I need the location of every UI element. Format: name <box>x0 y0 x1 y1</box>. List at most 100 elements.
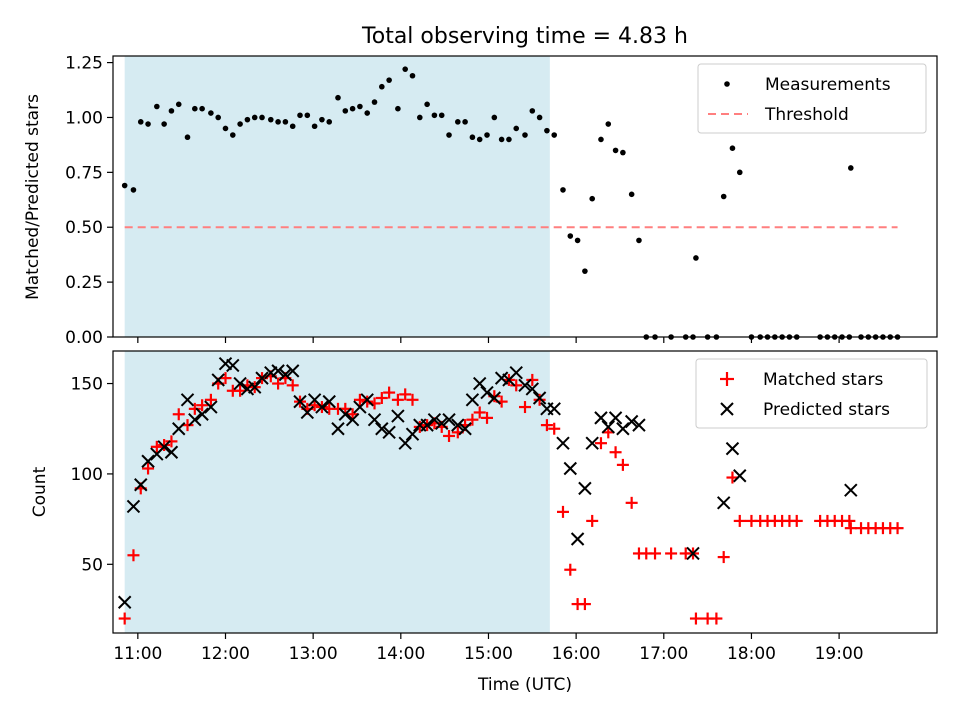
predicted-point <box>157 440 171 454</box>
measurement-point <box>574 237 581 244</box>
y-tick-label: 150 <box>71 375 103 395</box>
predicted-point <box>594 411 608 425</box>
measurement-point <box>230 132 236 138</box>
y-tick-label: 50 <box>81 555 103 575</box>
measurement-point <box>409 72 416 79</box>
predicted-point <box>188 412 202 427</box>
predicted-point <box>509 365 523 380</box>
measurement-point <box>349 105 356 112</box>
matched-point <box>481 411 494 424</box>
predicted-point <box>226 358 240 373</box>
legend-matched-label: Matched stars <box>763 370 883 390</box>
measurement-point <box>551 132 558 138</box>
matched-point <box>556 505 569 518</box>
measurement-point <box>628 191 635 198</box>
matched-point <box>844 522 857 535</box>
x-tick-label: 13:00 <box>289 644 338 664</box>
matched-point <box>466 413 479 426</box>
matched-point <box>383 386 396 399</box>
measurement-point <box>161 121 167 127</box>
predicted-point <box>293 394 307 409</box>
predicted-point <box>616 422 630 436</box>
legend-threshold-label: Threshold <box>764 105 849 125</box>
x-tick-label: 19:00 <box>815 644 864 664</box>
measurement-point <box>582 268 588 274</box>
bottom-marks <box>117 356 904 625</box>
measurement-point <box>326 119 333 125</box>
matched-point <box>219 372 232 385</box>
predicted-point <box>563 461 577 476</box>
measurement-point <box>371 99 378 105</box>
measurement-point <box>395 105 401 112</box>
matched-point <box>234 384 247 397</box>
matched-point <box>586 514 599 527</box>
matched-point <box>346 408 359 421</box>
measurement-point <box>297 112 303 119</box>
measurement-point <box>720 193 727 200</box>
matched-point <box>165 435 178 448</box>
y-tick-label: 0.25 <box>65 273 103 293</box>
matched-point <box>733 514 746 527</box>
x-tick-label: 18:00 <box>727 644 776 664</box>
matched-point <box>616 458 629 471</box>
measurement-point <box>145 121 151 127</box>
top-shaded-interval <box>124 56 550 337</box>
predicted-point <box>126 499 141 514</box>
matched-point <box>443 429 456 442</box>
predicted-point <box>844 483 858 497</box>
predicted-point <box>278 367 293 382</box>
measurement-point <box>357 103 363 110</box>
measurement-point <box>121 182 128 189</box>
measurement-point <box>386 77 392 83</box>
measurement-point <box>605 121 612 127</box>
bottom-shaded-interval <box>124 351 550 633</box>
x-tick-label: 11:00 <box>113 644 162 664</box>
predicted-point <box>518 378 532 393</box>
predicted-point <box>532 391 547 405</box>
measurement-point <box>175 101 182 108</box>
legend-matched-marker <box>720 372 734 386</box>
measurement-point <box>560 187 566 193</box>
predicted-point <box>375 422 389 436</box>
measurement-point <box>275 119 281 125</box>
matched-point <box>204 393 217 406</box>
measurement-point <box>848 165 854 171</box>
top-ylabel: Matched/Predicted stars <box>23 94 43 300</box>
measurement-point <box>215 114 221 121</box>
predicted-point <box>473 376 487 391</box>
measurement-point <box>484 132 490 138</box>
predicted-point <box>601 420 615 434</box>
matched-point <box>188 402 201 415</box>
measurement-point <box>192 105 198 112</box>
measurement-point <box>402 66 408 72</box>
measurement-point <box>208 110 214 116</box>
measurement-point <box>544 127 550 134</box>
predicted-point <box>271 364 285 378</box>
predicted-point <box>117 595 132 609</box>
matched-point <box>172 408 185 421</box>
y-tick-label: 0.50 <box>65 218 103 238</box>
predicted-point <box>255 371 269 385</box>
measurement-point <box>476 136 483 143</box>
matched-point <box>272 377 285 390</box>
matched-point <box>649 547 662 560</box>
x-tick-label: 17:00 <box>639 644 688 664</box>
top-legend-box <box>697 63 927 134</box>
measurement-point <box>222 125 229 132</box>
predicted-point <box>608 411 623 425</box>
matched-point <box>391 393 404 406</box>
matched-point <box>665 547 678 560</box>
y-tick-label: 100 <box>71 465 103 485</box>
measurement-point <box>729 145 736 152</box>
predicted-point <box>338 407 353 421</box>
predicted-point <box>716 496 731 510</box>
matched-point <box>339 402 352 415</box>
measurement-point <box>319 116 325 123</box>
measurement-point <box>267 116 274 123</box>
predicted-point <box>204 400 218 414</box>
y-tick-label: 0.00 <box>65 328 103 348</box>
matched-point <box>726 471 739 484</box>
matched-point <box>510 379 523 392</box>
matched-point <box>609 446 622 459</box>
matched-point <box>891 522 904 535</box>
